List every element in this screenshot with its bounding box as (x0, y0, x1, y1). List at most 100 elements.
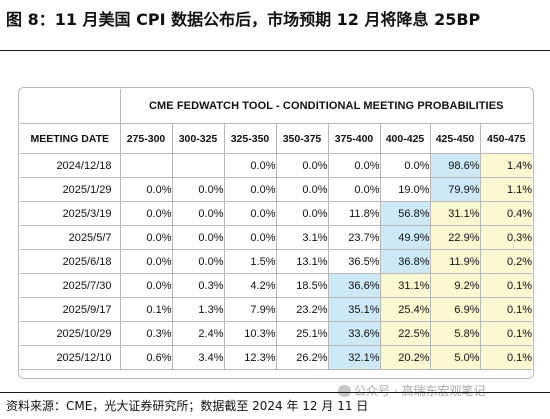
probability-cell: 25.1% (275, 321, 329, 346)
probability-cell: 10.3% (223, 321, 277, 346)
probability-cell: 0.1% (479, 297, 533, 322)
probability-cell: 0.0% (223, 177, 277, 202)
probability-cell: 23.2% (275, 297, 329, 322)
probability-cell: 0.3% (119, 321, 173, 346)
probability-cell: 0.0% (275, 153, 329, 178)
rate-range-header: 350-375 (275, 123, 329, 154)
probability-cell: 0.0% (171, 201, 225, 226)
probability-cell: 12.3% (223, 345, 277, 370)
bottom-rule (0, 392, 550, 393)
rate-range-header: 400-425 (379, 123, 431, 154)
rate-range-header: 375-400 (327, 123, 381, 154)
table-row: 2024/12/18 0.0% 0.0% 0.0% 0.0% 98.6% 1.4% (20, 153, 533, 178)
probability-cell: 0.1% (119, 297, 173, 322)
probability-cell: 20.2% (379, 345, 431, 370)
probability-cell: 13.1% (275, 249, 329, 274)
probability-cell: 0.0% (379, 153, 431, 178)
meeting-date-cell: 2025/10/29 (20, 321, 121, 346)
table-row: 2025/7/30 0.0% 0.3% 4.2% 18.5% 36.6% 31.1% 9.2%… (20, 273, 533, 298)
top-rule (0, 50, 550, 51)
probability-cell: 0.0% (119, 273, 173, 298)
probability-cell: 49.9% (379, 225, 431, 250)
probability-cell: 0.0% (223, 225, 277, 250)
probability-cell: 19.0% (379, 177, 431, 202)
probability-cell: 18.5% (275, 273, 329, 298)
probability-cell: 1.3% (171, 297, 225, 322)
table-row: 2025/5/7 0.0% 0.0% 0.0% 3.1% 23.7% 49.9% 22.9% 0… (20, 225, 533, 250)
fedwatch-table-card: CME FEDWATCH TOOL - CONDITIONAL MEETING … (18, 87, 534, 379)
watermark: 公众号 · 高瑞东宏观笔记 (338, 382, 485, 399)
probability-cell: 0.0% (119, 249, 173, 274)
rate-range-header: 275-300 (119, 123, 173, 154)
probability-cell: 3.1% (275, 225, 329, 250)
rate-range-header: 300-325 (171, 123, 225, 154)
probability-cell: 0.0% (275, 201, 329, 226)
table-row: 2025/6/18 0.0% 0.0% 1.5% 13.1% 36.5% 36.8% 11.9… (20, 249, 533, 274)
probability-cell: 31.1% (429, 201, 481, 226)
meeting-date-cell: 2024/12/18 (20, 153, 121, 178)
probability-cell: 32.1% (327, 345, 381, 370)
probability-cell: 9.2% (429, 273, 481, 298)
probability-cell: 98.6% (429, 153, 481, 178)
table-row: 2025/10/29 0.3% 2.4% 10.3% 25.1% 33.6% 22.5% 5.… (20, 321, 533, 346)
probability-cell: 5.0% (429, 345, 481, 370)
meeting-date-cell: 2025/3/19 (20, 201, 121, 226)
probability-cell: 23.7% (327, 225, 381, 250)
probability-cell: 0.0% (119, 177, 173, 202)
source-note: 资料来源：CME，光大证券研究所；数据截至 2024 年 12 月 11 日 (6, 399, 369, 413)
rate-range-header: 450-475 (479, 123, 533, 154)
probability-cell: 56.8% (379, 201, 431, 226)
probability-cell: 33.6% (327, 321, 381, 346)
probability-cell: 0.3% (171, 273, 225, 298)
probability-cell: 35.1% (327, 297, 381, 322)
probability-cell: 4.2% (223, 273, 277, 298)
probability-cell: 79.9% (429, 177, 481, 202)
meeting-date-cell: 2025/7/30 (20, 273, 121, 298)
probability-cell (119, 153, 173, 178)
probability-cell: 3.4% (171, 345, 225, 370)
meeting-date-header: MEETING DATE (20, 123, 121, 154)
probability-cell: 25.4% (379, 297, 431, 322)
probability-cell: 5.8% (429, 321, 481, 346)
rate-range-header: 325-350 (223, 123, 277, 154)
probability-cell: 0.0% (327, 177, 381, 202)
probability-cell: 0.0% (119, 225, 173, 250)
probability-cell: 0.1% (479, 345, 533, 370)
meeting-date-cell: 2025/9/17 (20, 297, 121, 322)
probability-cell: 22.5% (379, 321, 431, 346)
fedwatch-probability-table: CME FEDWATCH TOOL - CONDITIONAL MEETING … (20, 89, 533, 370)
table-row: 2025/9/17 0.1% 1.3% 7.9% 23.2% 35.1% 25.4% 6.9%… (20, 297, 533, 322)
probability-cell: 0.0% (171, 249, 225, 274)
probability-cell: 0.1% (479, 273, 533, 298)
probability-cell: 0.0% (223, 153, 277, 178)
probability-cell: 0.0% (223, 201, 277, 226)
probability-cell: 22.9% (429, 225, 481, 250)
probability-cell: 11.9% (429, 249, 481, 274)
probability-cell: 0.6% (119, 345, 173, 370)
probability-cell: 7.9% (223, 297, 277, 322)
table-row: 2025/1/29 0.0% 0.0% 0.0% 0.0% 0.0% 19.0% 79.9% 1… (20, 177, 533, 202)
probability-cell: 31.1% (379, 273, 431, 298)
meeting-date-cell: 2025/6/18 (20, 249, 121, 274)
probability-cell: 0.0% (275, 177, 329, 202)
probability-cell: 36.8% (379, 249, 431, 274)
probability-cell: 26.2% (275, 345, 329, 370)
probability-cell: 0.0% (327, 153, 381, 178)
probability-cell: 36.6% (327, 273, 381, 298)
figure-title: 图 8：11 月美国 CPI 数据公布后，市场预期 12 月将降息 25BP (6, 10, 481, 29)
watermark-text: 公众号 · 高瑞东宏观笔记 (354, 384, 486, 398)
meeting-date-cell: 2025/1/29 (20, 177, 121, 202)
wechat-icon (338, 385, 351, 397)
probability-cell: 0.3% (479, 225, 533, 250)
table-row: 2025/12/10 0.6% 3.4% 12.3% 26.2% 32.1% 20.2% 5.… (20, 345, 533, 370)
probability-cell: 0.4% (479, 201, 533, 226)
rate-range-header: 425-450 (429, 123, 481, 154)
probability-cell: 1.4% (479, 153, 533, 178)
table-caption-corner (20, 89, 121, 124)
probability-cell (171, 153, 225, 178)
probability-cell: 0.2% (479, 249, 533, 274)
probability-cell: 2.4% (171, 321, 225, 346)
probability-cell: 0.0% (171, 177, 225, 202)
probability-cell: 1.1% (479, 177, 533, 202)
probability-cell: 36.5% (327, 249, 381, 274)
